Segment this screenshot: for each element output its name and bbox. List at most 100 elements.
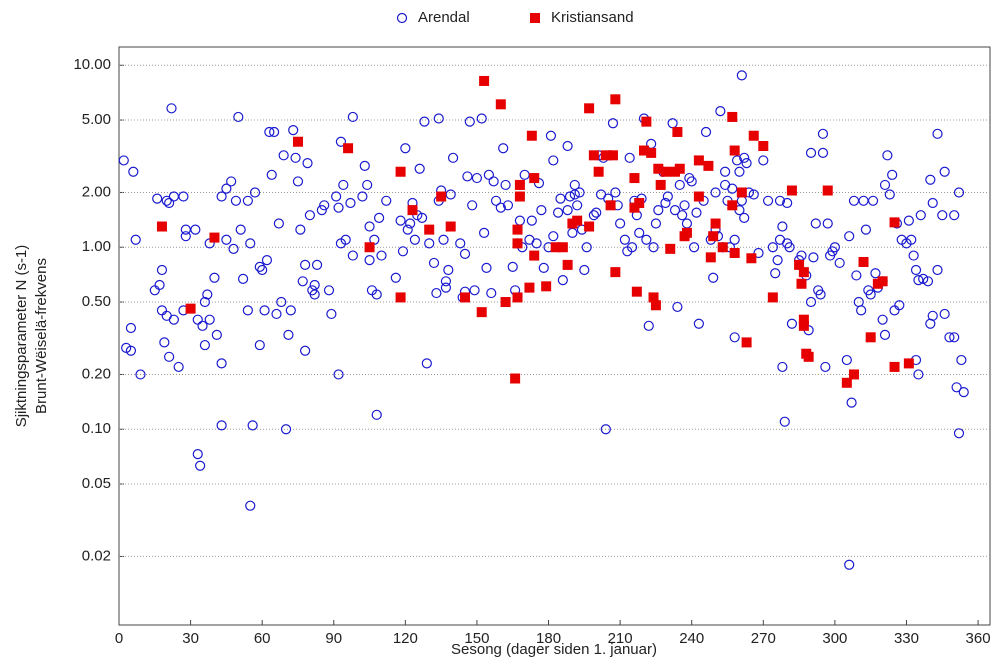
point (853, 296, 864, 308)
point (185, 303, 196, 314)
point (436, 191, 447, 202)
x-tick-label: 240 (679, 630, 704, 647)
point (395, 292, 406, 303)
point (803, 351, 814, 362)
point (495, 202, 506, 213)
point (877, 314, 888, 325)
point (249, 187, 261, 198)
point (490, 195, 502, 206)
point (600, 150, 611, 161)
y-tick-label: 1.00 (82, 238, 111, 255)
point (798, 314, 809, 325)
point (405, 218, 416, 229)
point (588, 210, 599, 221)
point (949, 210, 960, 221)
point (247, 420, 258, 431)
point (903, 358, 914, 369)
point (877, 276, 888, 287)
point (529, 250, 540, 261)
point (634, 198, 645, 209)
point (125, 345, 137, 356)
point (860, 224, 872, 235)
point (216, 420, 227, 431)
legend-label: Kristiansand (551, 9, 634, 26)
point (395, 166, 406, 177)
point (638, 145, 649, 156)
point (736, 195, 747, 206)
point (922, 276, 934, 287)
point (500, 297, 511, 308)
point (340, 234, 351, 245)
point (374, 212, 385, 223)
point (865, 289, 876, 300)
point (808, 252, 819, 263)
point (514, 215, 525, 226)
point (593, 166, 604, 177)
point (953, 187, 965, 198)
point (424, 238, 435, 249)
point (443, 264, 454, 276)
point (767, 292, 778, 303)
point (777, 221, 788, 232)
point (514, 191, 525, 202)
point (708, 272, 719, 283)
point (772, 254, 783, 266)
y-tick-label: 10.00 (73, 56, 111, 73)
point (758, 141, 769, 152)
point (562, 140, 573, 152)
point (154, 279, 165, 291)
point (615, 218, 626, 229)
point (211, 329, 222, 340)
point (805, 147, 817, 158)
point (953, 428, 965, 439)
point (736, 187, 747, 198)
point (557, 242, 568, 253)
point (419, 116, 430, 127)
point (944, 332, 955, 343)
point (400, 143, 411, 154)
point (650, 300, 661, 311)
point (269, 126, 280, 138)
point (865, 332, 876, 343)
point (889, 217, 900, 228)
point (569, 189, 580, 200)
point (607, 118, 619, 129)
point (662, 191, 673, 202)
point (624, 152, 635, 163)
point (879, 329, 891, 340)
point (650, 218, 662, 229)
point (467, 200, 478, 211)
point (937, 210, 948, 221)
point (741, 158, 752, 169)
point (364, 221, 375, 232)
point (495, 99, 506, 110)
point (641, 234, 652, 245)
point (908, 250, 919, 261)
point (541, 281, 552, 292)
point (300, 345, 311, 356)
point (555, 193, 566, 204)
point (906, 234, 917, 245)
point (913, 274, 924, 286)
point (817, 147, 829, 158)
point (729, 145, 740, 156)
point (762, 195, 774, 206)
point (512, 238, 523, 249)
point (536, 205, 547, 216)
point (715, 105, 726, 117)
point (164, 351, 175, 362)
point (476, 113, 487, 124)
point (529, 173, 540, 184)
point (629, 173, 640, 184)
point (407, 205, 418, 216)
point (708, 231, 719, 242)
x-tick-label: 270 (751, 630, 776, 647)
point (700, 126, 712, 138)
point (605, 200, 616, 211)
point (440, 276, 452, 287)
point (199, 296, 211, 308)
point (600, 424, 611, 435)
point (292, 136, 303, 147)
point (445, 221, 456, 232)
point (879, 179, 891, 191)
